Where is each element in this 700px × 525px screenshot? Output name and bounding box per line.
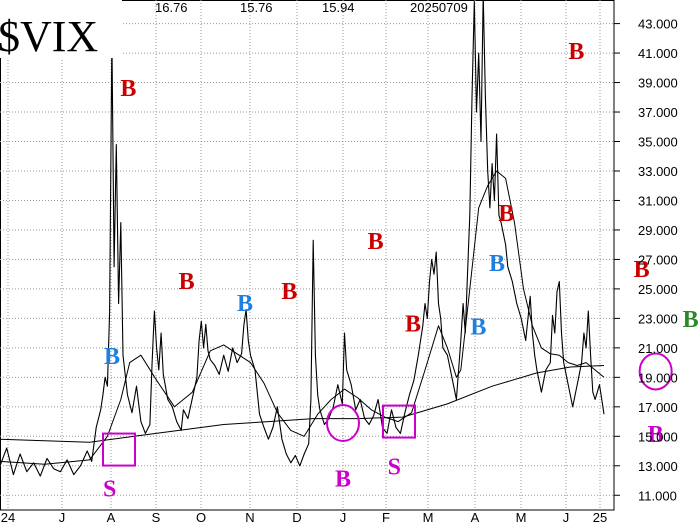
y-axis-labels: 43.000 41.000 39.000 37.000 35.000 33.000 31.0… xyxy=(638,17,678,504)
buy-signal-circle xyxy=(326,404,360,443)
sell-signal-box xyxy=(102,432,136,467)
header-value-2: 15.76 xyxy=(240,0,273,15)
x-tick-label: J xyxy=(563,510,570,525)
buy-signal-label: B xyxy=(237,291,253,317)
x-tick-label: A xyxy=(471,510,480,525)
buy-signal-label: B xyxy=(405,312,421,338)
y-tick-label: 13.000 xyxy=(638,459,678,474)
x-tick-label: N xyxy=(245,510,254,525)
buy-signal-label: B xyxy=(368,229,384,255)
x-tick-label: 24 xyxy=(1,510,15,525)
y-tick-label: 35.000 xyxy=(638,135,678,150)
x-tick-label: S xyxy=(152,510,161,525)
x-tick-label: J xyxy=(340,510,347,525)
y-tick-label: 15.000 xyxy=(638,429,678,444)
buy-signal-label: B xyxy=(568,39,584,65)
header-value-1: 16.76 xyxy=(155,0,188,15)
header-value-3: 15.94 xyxy=(322,0,355,15)
ma200-line xyxy=(0,365,605,443)
sell-signal-box xyxy=(382,404,416,439)
y-tick-label: 31.000 xyxy=(638,193,678,208)
buy-signal-label: B xyxy=(634,257,650,283)
y-tick-label: 29.000 xyxy=(638,223,678,238)
chart-series xyxy=(0,0,605,477)
x-tick-label: M xyxy=(516,510,527,525)
y-tick-label: 17.000 xyxy=(638,400,678,415)
buy-signal-label: B xyxy=(470,315,486,341)
y-tick-label: 43.000 xyxy=(638,17,678,32)
price-line xyxy=(0,0,605,477)
buy-signal-circle xyxy=(638,352,673,391)
y-tick-label: 19.000 xyxy=(638,370,678,385)
chart-title: $VIX xyxy=(0,12,98,61)
chart-header: $VIX 16.76 15.76 15.94 20250709 xyxy=(0,0,468,61)
buy-signal-label: B xyxy=(179,269,195,295)
buy-signal-label: B xyxy=(120,76,136,102)
buy-signal-label: B xyxy=(683,307,699,333)
x-tick-label: 25 xyxy=(593,510,607,525)
y-tick-label: 39.000 xyxy=(638,76,678,91)
buy-signal-label: B xyxy=(489,251,505,277)
y-tick-label: 41.000 xyxy=(638,46,678,61)
y-tick-label: 27.000 xyxy=(638,252,678,267)
ma20-line xyxy=(0,170,605,465)
plot-frame xyxy=(0,0,615,511)
chart-grid xyxy=(0,0,620,511)
buy-signal-label: B xyxy=(104,344,120,370)
x-tick-label: M xyxy=(423,510,434,525)
buy-signal-label: B xyxy=(648,422,664,448)
y-tick-label: 11.000 xyxy=(638,488,677,503)
x-axis-labels: 24 J A S O N D J F M A M J 25 xyxy=(1,510,607,525)
x-tick-label: J xyxy=(59,510,66,525)
x-tick-label: O xyxy=(196,510,206,525)
buy-signal-label: B xyxy=(335,466,351,492)
y-tick-label: 33.000 xyxy=(638,164,678,179)
y-tick-label: 23.000 xyxy=(638,311,678,326)
sell-signal-label: S xyxy=(388,455,401,481)
header-date: 20250709 xyxy=(410,0,468,15)
buy-signal-label: B xyxy=(498,201,514,227)
x-tick-label: F xyxy=(382,510,390,525)
y-tick-label: 21.000 xyxy=(638,341,678,356)
y-tick-label: 25.000 xyxy=(638,282,678,297)
buy-signal-label: B xyxy=(281,279,297,305)
x-tick-label: A xyxy=(107,510,116,525)
y-tick-label: 37.000 xyxy=(638,105,678,120)
x-tick-label: D xyxy=(292,510,301,525)
sell-signal-label: S xyxy=(103,477,116,503)
